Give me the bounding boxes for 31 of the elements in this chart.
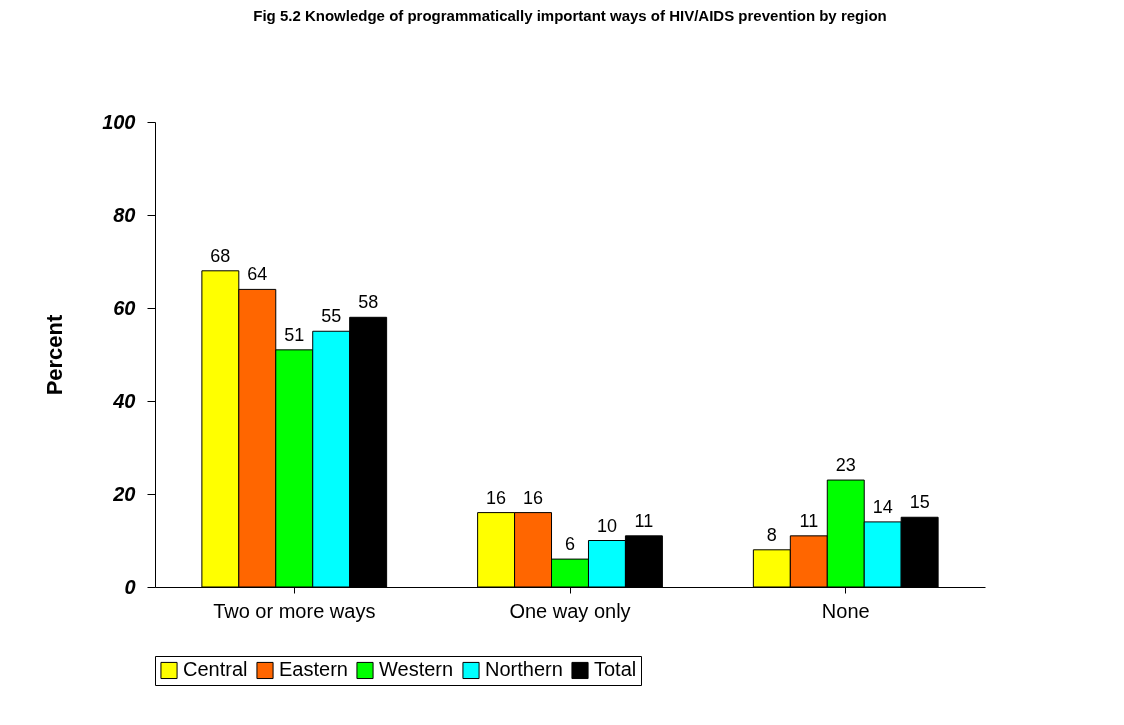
- y-tick-label: 60: [113, 296, 136, 319]
- legend-label: Eastern: [279, 658, 348, 681]
- data-label: 15: [909, 492, 930, 513]
- legend-label: Total: [594, 658, 637, 681]
- y-tick-label: 100: [102, 110, 136, 133]
- data-label: 64: [247, 264, 268, 285]
- y-tick-label: 80: [113, 203, 136, 226]
- data-label: 55: [321, 306, 342, 327]
- y-tick-label: 0: [124, 575, 136, 598]
- x-tick-label: Two or more ways: [213, 599, 376, 622]
- data-label: 51: [284, 324, 305, 345]
- x-tick-label: One way only: [509, 599, 631, 622]
- data-label: 14: [872, 496, 893, 517]
- data-label: 8: [766, 524, 777, 545]
- legend-label: Central: [183, 658, 248, 681]
- data-label: 58: [358, 292, 379, 313]
- legend-label: Western: [379, 658, 454, 681]
- x-tick-label: None: [821, 599, 870, 622]
- data-label: 16: [486, 487, 507, 508]
- data-label: 6: [564, 534, 576, 555]
- data-label: 16: [523, 487, 544, 508]
- y-tick-label: 40: [112, 389, 136, 412]
- data-label: 11: [799, 510, 819, 531]
- data-label: 23: [835, 455, 856, 476]
- data-label: 68: [210, 245, 231, 266]
- y-axis-title: Percent: [42, 313, 68, 396]
- data-label: 11: [634, 510, 654, 531]
- chart-title: Fig 5.2 Knowledge of programmatically important ways of HIV/AIDS prevention by region: [253, 7, 887, 24]
- legend-label: Northern: [485, 658, 563, 681]
- data-label: 10: [596, 515, 617, 536]
- y-tick-label: 20: [112, 482, 136, 505]
